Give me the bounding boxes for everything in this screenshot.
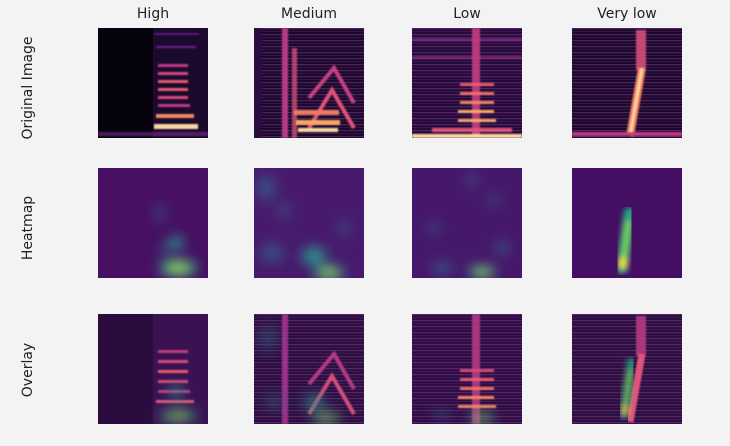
heatmap-low (412, 168, 522, 278)
original-image-low (412, 28, 522, 138)
overlay-medium (254, 314, 364, 424)
column-label-very-low: Very low (597, 6, 657, 22)
overlay-high (98, 314, 208, 424)
overlay-very-low (572, 314, 682, 424)
overlay-low (412, 314, 522, 424)
original-image-very-low (572, 28, 682, 138)
original-image-high (98, 28, 208, 138)
column-label-low: Low (453, 6, 481, 22)
original-image-medium (254, 28, 364, 138)
heatmap-very-low (572, 168, 682, 278)
column-label-medium: Medium (281, 6, 337, 22)
heatmap-high (98, 168, 208, 278)
heatmap-medium (254, 168, 364, 278)
column-label-high: High (136, 6, 170, 22)
